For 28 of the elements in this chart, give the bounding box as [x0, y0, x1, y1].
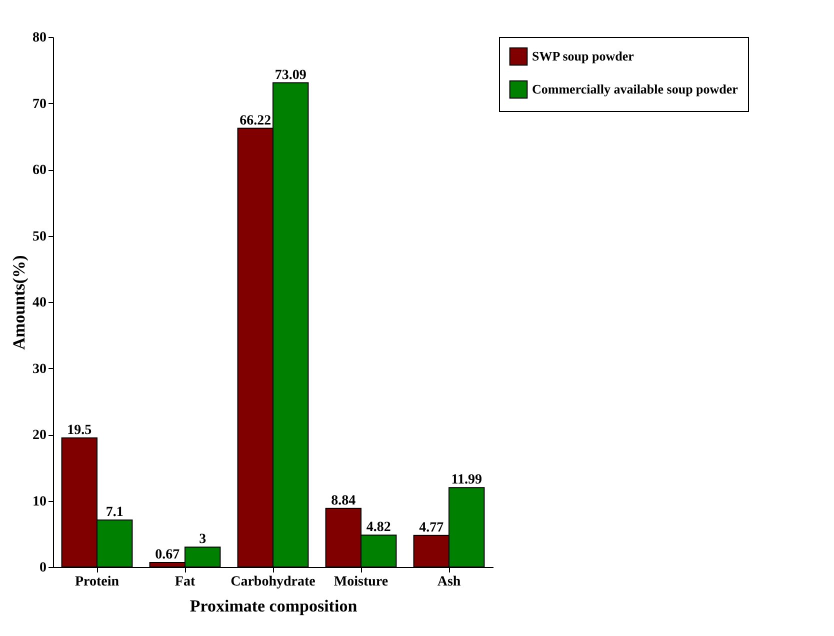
y-tick-label: 70	[32, 96, 46, 112]
y-tick-label: 40	[32, 296, 46, 310]
data-label: 19.5	[67, 422, 92, 438]
legend-label: SWP soup powder	[532, 48, 634, 64]
y-tick-label: 10	[32, 494, 46, 510]
x-tick-label: Moisture	[334, 574, 388, 590]
data-label: 73.09	[274, 68, 306, 83]
x-axis-title: Proximate composition	[190, 596, 358, 616]
data-label: 4.77	[419, 520, 444, 536]
data-label: 3	[199, 532, 206, 548]
y-tick-label: 80	[32, 30, 46, 46]
data-label: 7.1	[106, 504, 124, 520]
x-tick-label: Carbohydrate	[230, 574, 316, 590]
x-tick-label: Ash	[437, 574, 461, 590]
data-label: 11.99	[451, 472, 482, 488]
legend-label: Commercially available soup powder	[532, 82, 738, 96]
data-label: 0.67	[155, 548, 180, 563]
y-tick-label: 60	[32, 163, 46, 178]
data-label: 66.22	[240, 113, 272, 128]
y-tick-label: 20	[32, 428, 46, 443]
y-tick-label: 50	[32, 229, 46, 244]
x-tick-label: Fat	[174, 574, 196, 590]
y-tick-label: 30	[32, 362, 46, 377]
x-tick-label: Protein	[74, 574, 120, 590]
data-label: 4.82	[366, 520, 391, 536]
y-tick-label: 0	[40, 560, 46, 576]
y-axis-title: Amounts(%)	[10, 255, 28, 350]
data-label: 8.84	[331, 493, 356, 508]
